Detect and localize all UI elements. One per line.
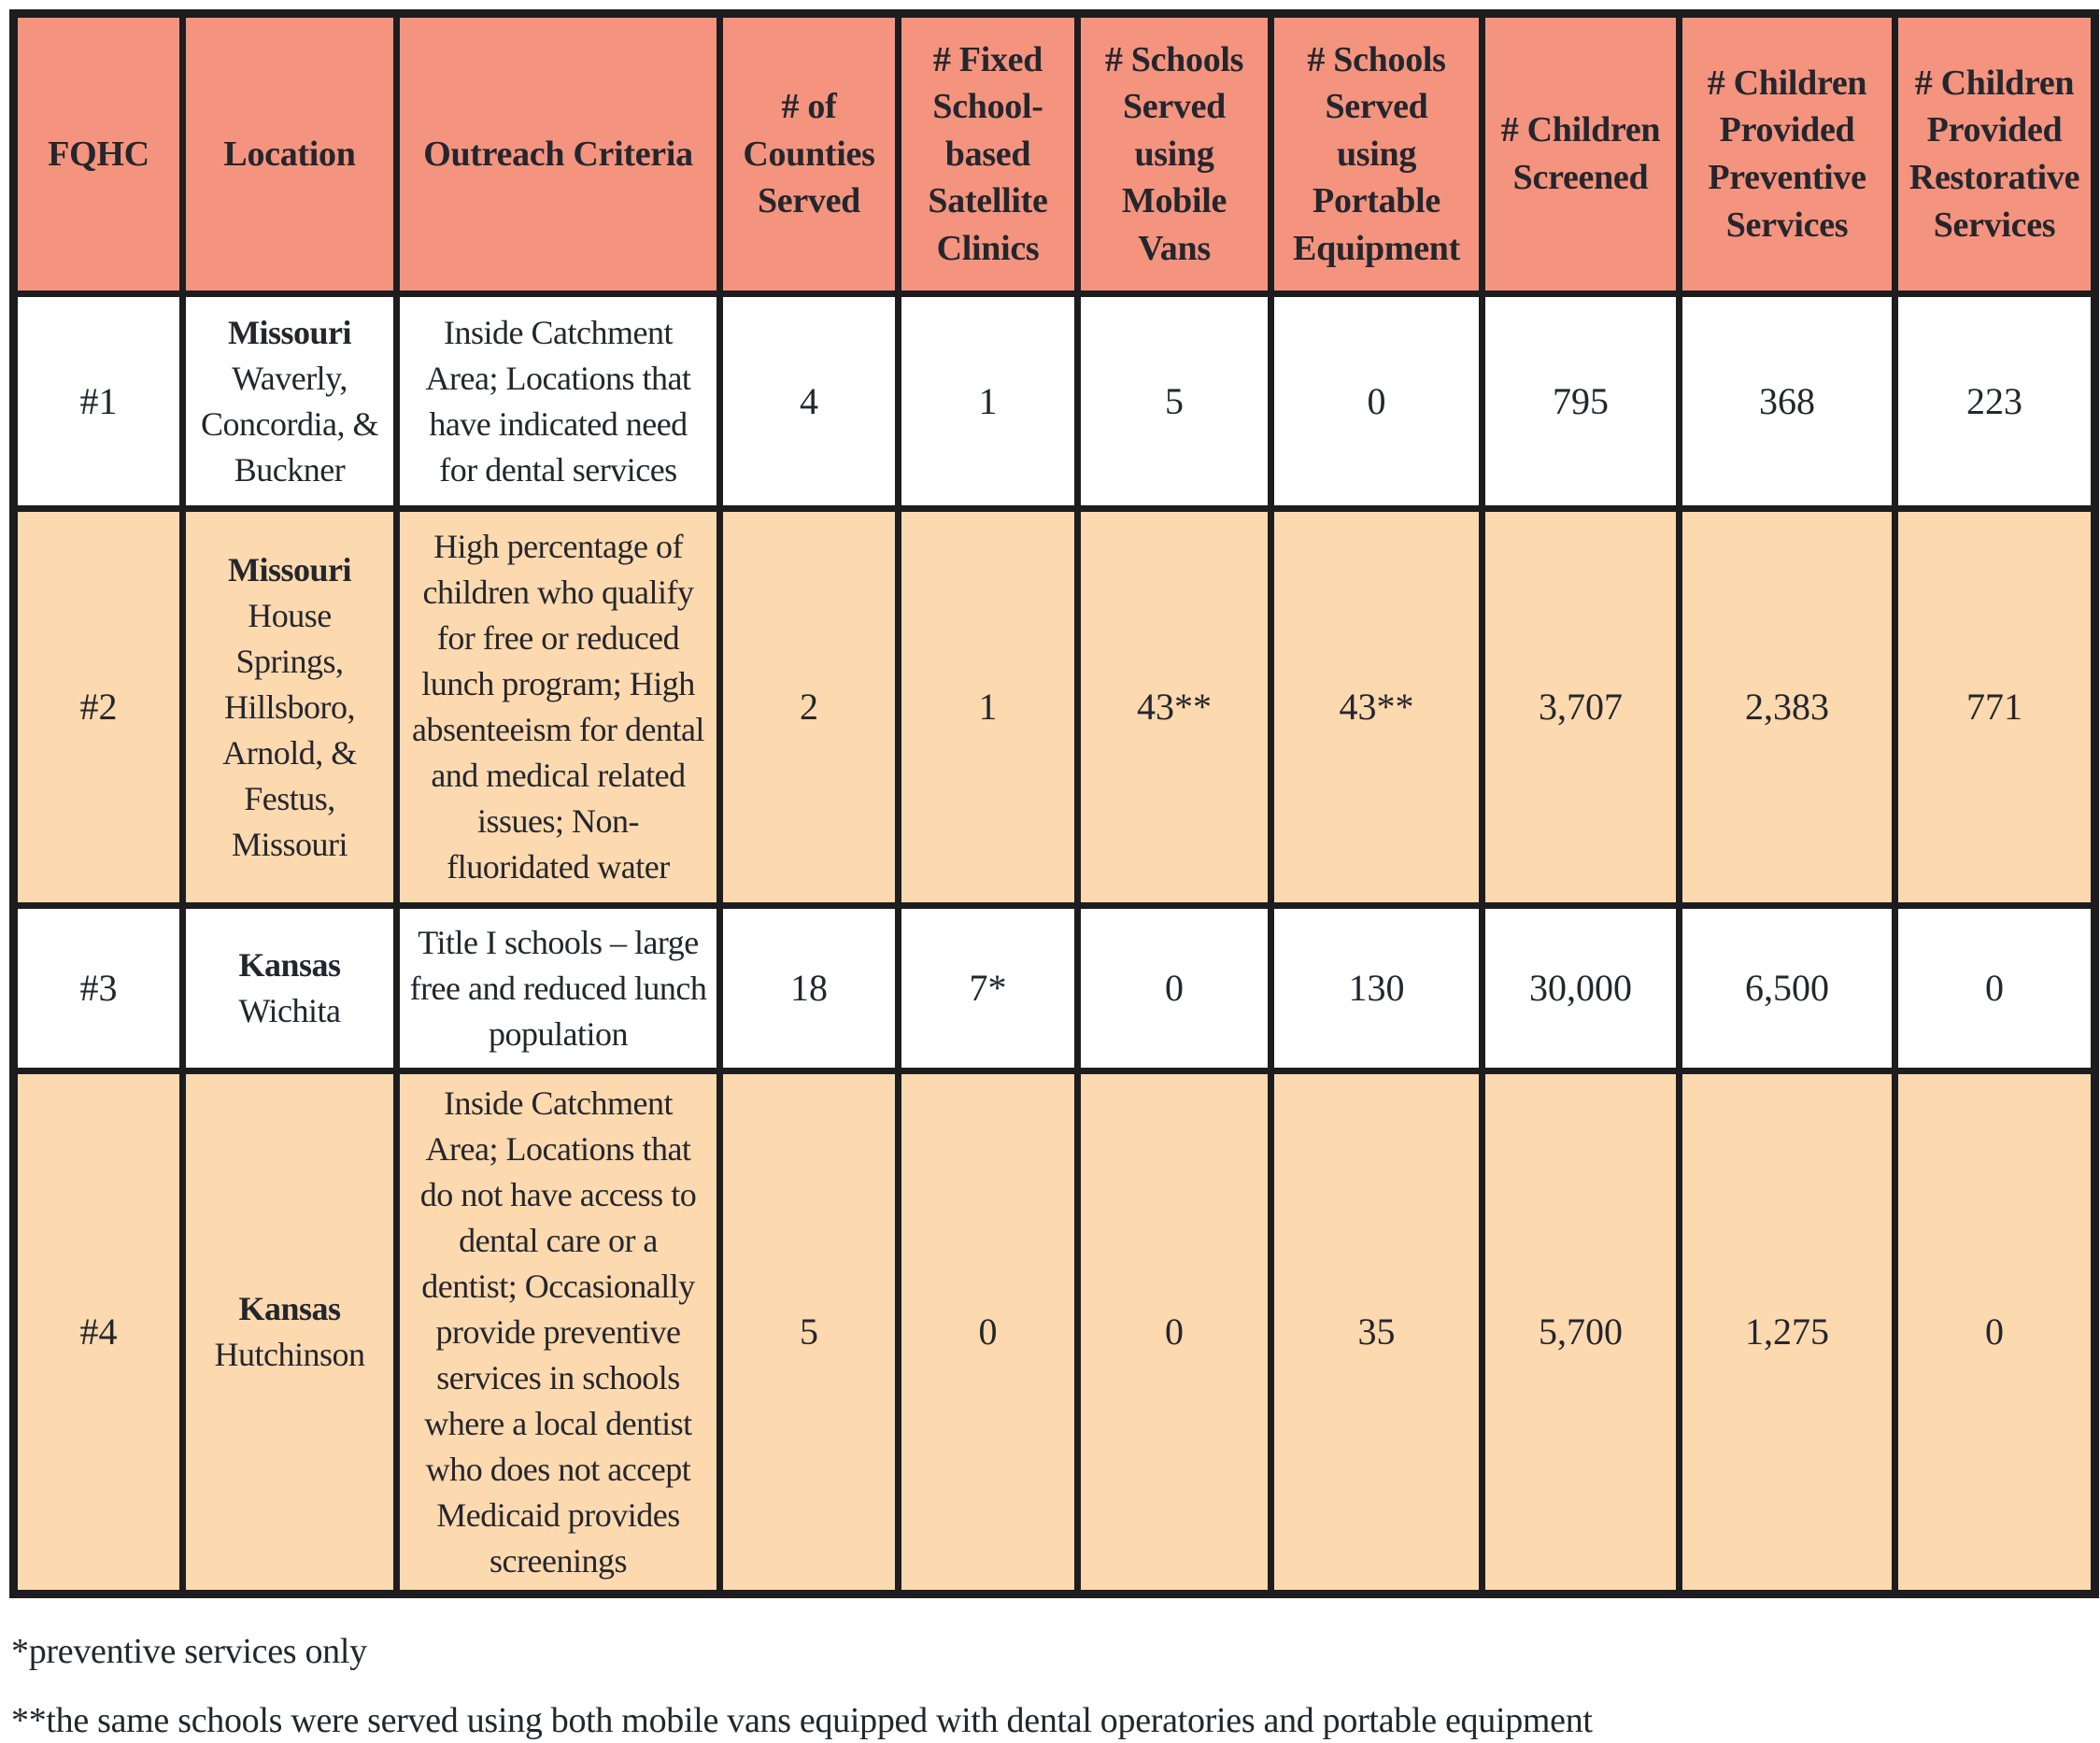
cell-children-screened: 795 [1483,294,1680,509]
col-header-preventive-services: # Children Provided Preventive Services [1680,14,1895,294]
col-header-children-screened: # Children Screened [1483,14,1680,294]
cell-restorative-services: 771 [1895,509,2095,906]
cell-outreach-criteria: High percentage of children who qualify … [397,509,720,906]
cell-fixed-clinics: 7* [899,906,1078,1071]
col-header-mobile-vans: # Schools Served using Mobile Vans [1078,14,1271,294]
location-cities: Waverly, Concordia, & Buckner [201,360,378,489]
cell-fixed-clinics: 1 [899,294,1078,509]
cell-portable-equipment: 43** [1271,509,1483,906]
cell-children-screened: 30,000 [1483,906,1680,1071]
location-cities: Hutchinson [215,1336,365,1373]
location-cities: House Springs, Hillsboro, Arnold, & Fest… [222,597,357,863]
col-header-location: Location [183,14,397,294]
cell-counties-served: 2 [720,509,899,906]
cell-portable-equipment: 130 [1271,906,1483,1071]
table-row-fqhc-3: #3 Kansas Wichita Title I schools – large… [14,906,2095,1071]
cell-preventive-services: 1,275 [1680,1071,1895,1594]
cell-counties-served: 4 [720,294,899,509]
col-header-fqhc: FQHC [14,14,183,294]
col-header-restorative-services: # Children Provided Restorative Services [1895,14,2095,294]
cell-outreach-criteria: Title I schools – large free and reduced… [397,906,720,1071]
cell-preventive-services: 368 [1680,294,1895,509]
location-state: Kansas [193,942,386,988]
footnote-same-schools: **the same schools were served using bot… [11,1699,2091,1743]
cell-restorative-services: 0 [1895,906,2095,1071]
cell-location: Kansas Wichita [183,906,397,1071]
location-state: Kansas [193,1286,386,1332]
cell-mobile-vans: 0 [1078,1071,1271,1594]
fqhc-outreach-table: FQHC Location Outreach Criteria # of Cou… [9,9,2099,1598]
cell-fqhc: #4 [14,1071,183,1594]
footnotes: *preventive services only **the same sch… [11,1630,2091,1743]
cell-counties-served: 5 [720,1071,899,1594]
cell-fqhc: #1 [14,294,183,509]
cell-location: Kansas Hutchinson [183,1071,397,1594]
cell-mobile-vans: 0 [1078,906,1271,1071]
location-state: Missouri [193,547,386,593]
table-row-fqhc-4: #4 Kansas Hutchinson Inside Catchment Are… [14,1071,2095,1594]
cell-fixed-clinics: 0 [899,1071,1078,1594]
cell-fixed-clinics: 1 [899,509,1078,906]
cell-mobile-vans: 5 [1078,294,1271,509]
cell-mobile-vans: 43** [1078,509,1271,906]
location-state: Missouri [193,310,386,356]
col-header-outreach-criteria: Outreach Criteria [397,14,720,294]
cell-children-screened: 5,700 [1483,1071,1680,1594]
cell-fqhc: #2 [14,509,183,906]
location-cities: Wichita [239,992,341,1029]
cell-fqhc: #3 [14,906,183,1071]
cell-restorative-services: 0 [1895,1071,2095,1594]
cell-children-screened: 3,707 [1483,509,1680,906]
cell-portable-equipment: 35 [1271,1071,1483,1594]
col-header-fixed-clinics: # Fixed School-based Satellite Clinics [899,14,1078,294]
cell-outreach-criteria: Inside Catchment Area; Locations that do… [397,1071,720,1594]
col-header-counties-served: # of Counties Served [720,14,899,294]
header-row: FQHC Location Outreach Criteria # of Cou… [14,14,2095,294]
cell-counties-served: 18 [720,906,899,1071]
footnote-preventive-only: *preventive services only [11,1630,2091,1675]
cell-restorative-services: 223 [1895,294,2095,509]
col-header-portable-equipment: # Schools Served using Portable Equipmen… [1271,14,1483,294]
cell-outreach-criteria: Inside Catchment Area; Locations that ha… [397,294,720,509]
cell-preventive-services: 2,383 [1680,509,1895,906]
cell-preventive-services: 6,500 [1680,906,1895,1071]
cell-portable-equipment: 0 [1271,294,1483,509]
